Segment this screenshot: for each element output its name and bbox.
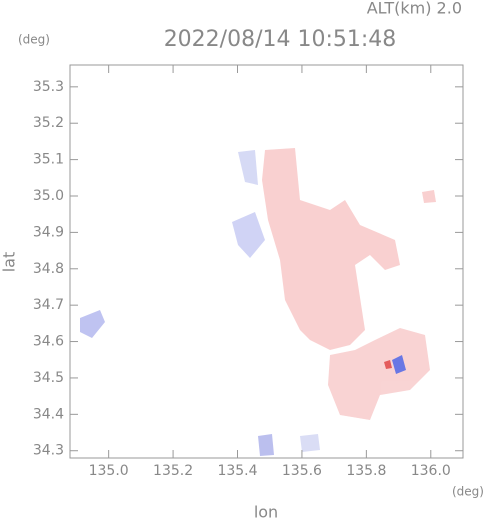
y-tick-label: 34.8 (33, 261, 64, 277)
radar-echo (80, 148, 436, 456)
x-tick-label: 135.6 (282, 463, 322, 479)
y-tick-label: 34.6 (33, 334, 64, 350)
y-tick-label: 35.0 (33, 188, 64, 204)
y-tick-label: 34.7 (33, 297, 64, 313)
x-unit: (deg) (452, 485, 484, 499)
x-tick-label: 136.0 (411, 463, 451, 479)
x-tick-label: 135.8 (346, 463, 386, 479)
y-tick-label: 35.1 (33, 152, 64, 168)
x-label: lon (254, 503, 278, 522)
y-tick-label: 34.5 (33, 370, 64, 386)
y-tick-label: 34.4 (33, 406, 64, 422)
x-tick-label: 135.0 (89, 463, 129, 479)
y-unit: (deg) (18, 33, 50, 47)
plot-frame (69, 64, 464, 459)
subtitle: ALT(km) 2.0 (367, 0, 462, 18)
y-tick-label: 35.3 (33, 79, 64, 95)
y-label: lat (0, 252, 19, 273)
x-tick-label: 135.4 (217, 463, 257, 479)
y-tick-label: 34.9 (33, 224, 64, 240)
y-tick-label: 34.3 (33, 443, 64, 459)
x-tick-label: 135.2 (153, 463, 193, 479)
y-tick-label: 35.2 (33, 115, 64, 131)
chart-title: 2022/08/14 10:51:48 (164, 27, 397, 52)
